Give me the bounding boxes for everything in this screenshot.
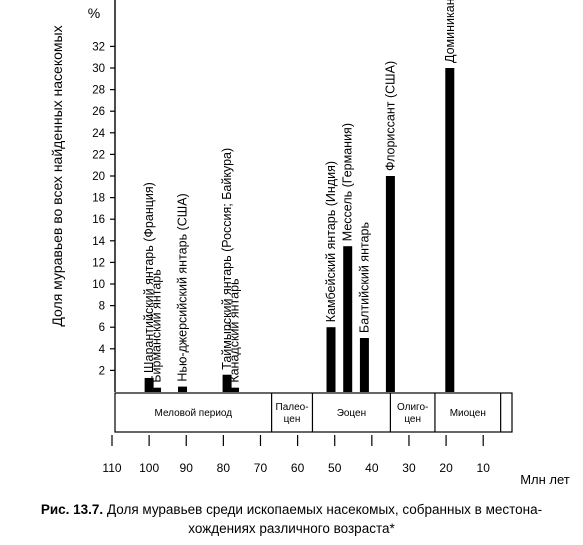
y-axis-title: Доля муравьев во всех найденных насекомы… — [49, 25, 65, 326]
x-tick-label: 80 — [217, 461, 231, 475]
period-label: Миоцен — [450, 408, 486, 419]
y-unit-label: % — [88, 5, 100, 21]
y-tick-label: 8 — [99, 301, 105, 313]
bar-label: Канадский янтарь — [227, 278, 241, 382]
bar-label: Балтийский янтарь — [357, 222, 371, 333]
x-tick-label: 90 — [180, 461, 194, 475]
caption-text-line-1: Доля муравьев среди ископаемых насекомых… — [103, 502, 543, 517]
period-label: Меловой период — [155, 408, 233, 419]
caption-text-line-2: хождениях различного возраста* — [188, 521, 395, 536]
period-label: Олиго-цен — [397, 402, 428, 425]
y-tick-label: 12 — [92, 257, 105, 269]
y-tick-label: 4 — [99, 344, 106, 356]
bar — [326, 327, 336, 392]
caption-label: Рис. 13.7. — [40, 502, 104, 517]
y-tick-label: 16 — [92, 214, 105, 226]
x-tick-label: 110 — [102, 461, 121, 475]
y-tick-label: 22 — [92, 149, 105, 161]
period-label: Эоцен — [337, 408, 366, 419]
bar-label: Камбейский янтарь (Индия) — [324, 161, 338, 322]
bar-label: Мессель (Германия) — [341, 123, 355, 241]
bar-label: Шарантийский янтарь (Франция) — [142, 182, 156, 373]
x-unit-label: Млн лет — [520, 472, 570, 487]
figure-caption: Рис. 13.7. Доля муравьев среди ископаемы… — [0, 500, 583, 538]
y-tick-label: 30 — [92, 63, 105, 75]
y-tick-label: 26 — [92, 106, 105, 118]
bar — [222, 374, 232, 392]
bar-label: Бирманский янтарь — [150, 269, 164, 382]
y-tick-label: 24 — [92, 128, 105, 140]
bar — [229, 387, 239, 392]
x-tick-label: 10 — [477, 461, 491, 475]
y-tick-label: 14 — [92, 236, 105, 248]
bar — [178, 386, 188, 392]
bar — [359, 338, 369, 392]
period-band — [114, 392, 513, 433]
x-tick-label: 70 — [254, 461, 268, 475]
bar-label: Доминиканский янтарь — [443, 0, 457, 63]
bar-label: Таймырский янтарь (Россия; Байкура) — [220, 148, 234, 370]
bar — [152, 387, 162, 392]
y-tick-label: 2 — [99, 365, 105, 377]
x-tick-label: 50 — [328, 461, 342, 475]
y-tick-label: 20 — [92, 171, 105, 183]
bar-label: Флориссант (США) — [383, 61, 397, 171]
bar-label: Нью-джерсийский янтарь (США) — [176, 193, 190, 381]
bar — [385, 176, 395, 392]
x-tick-label: 30 — [402, 461, 416, 475]
x-tick-label: 20 — [439, 461, 453, 475]
bar — [144, 377, 154, 392]
period-label: Палео-цен — [276, 402, 309, 425]
x-tick-label: 40 — [365, 461, 379, 475]
x-tick-label: 60 — [291, 461, 305, 475]
bar — [445, 68, 455, 392]
x-tick-label: 100 — [139, 461, 159, 475]
y-tick-label: 10 — [92, 279, 105, 291]
y-tick-label: 6 — [99, 322, 105, 334]
y-tick-label: 28 — [92, 85, 105, 97]
y-tick-label: 18 — [92, 193, 105, 205]
bar — [343, 246, 353, 392]
y-tick-label: 32 — [92, 41, 105, 53]
